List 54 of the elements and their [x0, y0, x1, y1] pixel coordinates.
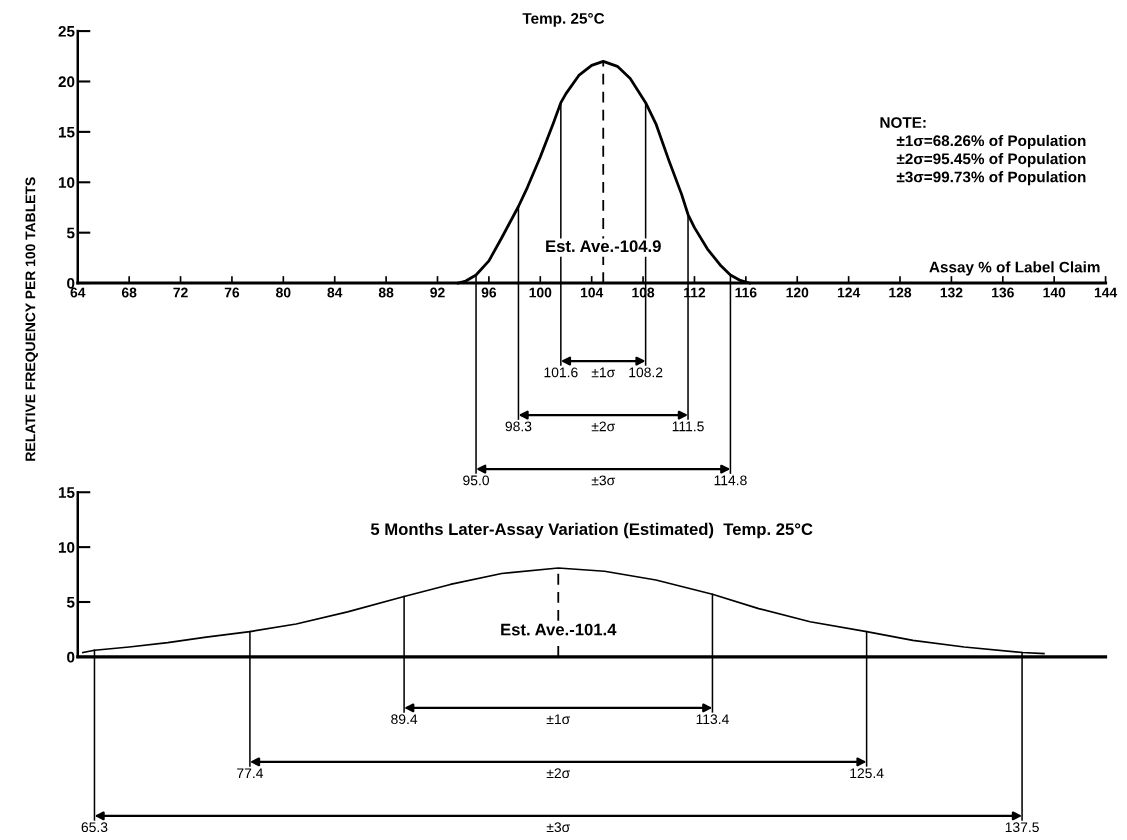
x-tick-label: 128	[889, 287, 912, 298]
ref-line-label: 114.8	[714, 475, 747, 486]
y-tick-label: 10	[58, 541, 75, 553]
ref-line-label: 113.4	[696, 714, 729, 725]
x-tick-label: 136	[992, 287, 1014, 298]
y-tick-label: 15	[58, 126, 75, 138]
ref-line-label: 137.5	[1005, 822, 1039, 833]
text: ±3σ	[546, 822, 571, 833]
y-tick-label: 5	[66, 227, 75, 239]
text: ±2σ	[591, 421, 615, 432]
ref-line-label: 111.5	[672, 421, 704, 432]
ref-line-label: 101.6	[544, 367, 578, 378]
ref-line-label: 95.0	[463, 475, 490, 486]
y-tick-label: 20	[58, 76, 75, 88]
x-tick-label: 132	[940, 287, 963, 298]
text: ±3σ	[591, 475, 615, 486]
y-tick-label: 15	[58, 487, 75, 498]
ref-line-label: 108.2	[629, 367, 663, 378]
x-tick-label: 64	[70, 287, 86, 298]
x-tick-label: 100	[529, 287, 552, 298]
x-axis-title: Assay % of Label Claim	[929, 261, 1100, 276]
chart-title: Temp. 25°C	[522, 13, 605, 27]
text: ±2σ	[546, 768, 571, 779]
x-tick-label: 124	[837, 287, 861, 298]
x-tick-label: 92	[430, 287, 445, 298]
x-tick-label: 72	[173, 287, 188, 298]
x-tick-label: 116	[735, 287, 757, 298]
ref-line-label: 65.3	[81, 822, 108, 833]
text: 5 Months Later-Assay Variation (Estimated) Temp. 25°C	[370, 522, 813, 539]
x-tick-label: 80	[276, 287, 291, 298]
x-tick-label: 84	[327, 287, 343, 298]
ref-line-label: 125.4	[850, 768, 884, 779]
ref-line-label: Est. Ave.-101.4	[501, 623, 617, 636]
annotation: NOTE: ±1σ=68.26% of Population ±2σ=95.45% of Population ±3σ=99.73% of Population	[880, 117, 1086, 186]
ref-line-label: 98.3	[505, 421, 532, 432]
ref-line-label: 77.4	[237, 768, 264, 778]
x-tick-label: 68	[121, 287, 137, 298]
x-tick-label: 88	[378, 287, 394, 298]
x-tick-label: 96	[481, 287, 497, 298]
ref-line-label: Est. Ave.-104.9	[546, 240, 661, 253]
y-tick-label: 25	[58, 25, 75, 37]
text: ±1σ	[546, 714, 571, 725]
y-tick-label: 5	[66, 597, 75, 608]
x-tick-label: 140	[1043, 287, 1066, 298]
x-tick-label: 76	[224, 287, 240, 298]
ref-line-label: 89.4	[391, 714, 418, 725]
x-tick-label: 120	[786, 287, 809, 298]
y-tick-label: 0	[67, 277, 75, 289]
x-tick-label: 144	[1094, 287, 1118, 298]
y-tick-label: 0	[67, 651, 75, 663]
text: ±1σ	[591, 367, 615, 378]
y-axis-title: RELATIVE FREQUENCY PER 100 TABLETS	[25, 177, 38, 461]
x-tick-label: 104	[580, 287, 604, 298]
y-tick-label: 10	[58, 177, 75, 188]
